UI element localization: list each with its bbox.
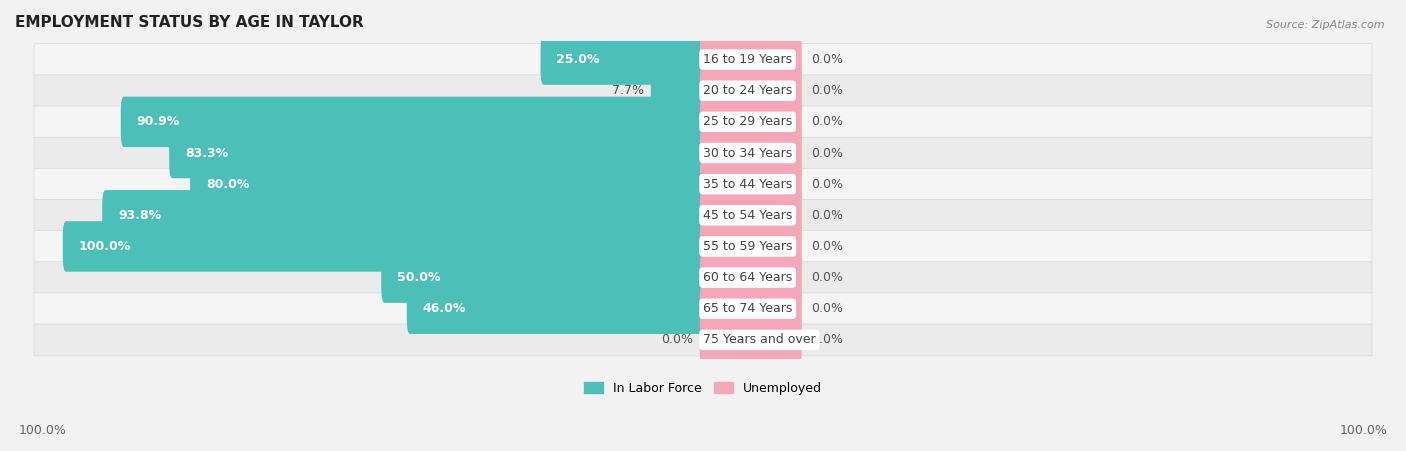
Text: 0.0%: 0.0%	[811, 84, 844, 97]
Text: 0.0%: 0.0%	[811, 302, 844, 315]
FancyBboxPatch shape	[700, 34, 801, 85]
Text: 20 to 24 Years: 20 to 24 Years	[703, 84, 792, 97]
Text: 0.0%: 0.0%	[811, 147, 844, 160]
Text: 83.3%: 83.3%	[186, 147, 228, 160]
FancyBboxPatch shape	[700, 253, 801, 303]
Text: 93.8%: 93.8%	[118, 209, 162, 222]
FancyBboxPatch shape	[700, 315, 801, 365]
Text: 100.0%: 100.0%	[79, 240, 131, 253]
FancyBboxPatch shape	[34, 324, 1372, 356]
Text: 16 to 19 Years: 16 to 19 Years	[703, 53, 792, 66]
FancyBboxPatch shape	[121, 97, 706, 147]
Text: 100.0%: 100.0%	[18, 424, 66, 437]
Text: 0.0%: 0.0%	[811, 115, 844, 129]
Text: 0.0%: 0.0%	[811, 53, 844, 66]
Text: 25.0%: 25.0%	[557, 53, 600, 66]
FancyBboxPatch shape	[406, 284, 706, 334]
FancyBboxPatch shape	[700, 65, 801, 116]
Text: 75 Years and over: 75 Years and over	[703, 333, 815, 346]
Text: 0.0%: 0.0%	[811, 240, 844, 253]
FancyBboxPatch shape	[34, 262, 1372, 294]
Text: 0.0%: 0.0%	[811, 178, 844, 191]
FancyBboxPatch shape	[700, 221, 801, 272]
Text: 90.9%: 90.9%	[136, 115, 180, 129]
Text: 65 to 74 Years: 65 to 74 Years	[703, 302, 793, 315]
Text: 50.0%: 50.0%	[398, 271, 440, 284]
FancyBboxPatch shape	[651, 65, 706, 116]
FancyBboxPatch shape	[700, 190, 801, 240]
FancyBboxPatch shape	[34, 293, 1372, 325]
FancyBboxPatch shape	[190, 159, 706, 209]
Text: 0.0%: 0.0%	[811, 333, 844, 346]
FancyBboxPatch shape	[34, 137, 1372, 169]
FancyBboxPatch shape	[700, 159, 801, 209]
Text: 80.0%: 80.0%	[207, 178, 249, 191]
FancyBboxPatch shape	[700, 97, 801, 147]
Text: 7.7%: 7.7%	[613, 84, 644, 97]
FancyBboxPatch shape	[700, 128, 801, 178]
FancyBboxPatch shape	[34, 230, 1372, 262]
FancyBboxPatch shape	[103, 190, 706, 240]
Text: 45 to 54 Years: 45 to 54 Years	[703, 209, 793, 222]
FancyBboxPatch shape	[540, 34, 706, 85]
FancyBboxPatch shape	[34, 106, 1372, 138]
FancyBboxPatch shape	[63, 221, 706, 272]
Text: 35 to 44 Years: 35 to 44 Years	[703, 178, 792, 191]
FancyBboxPatch shape	[34, 168, 1372, 200]
Text: 0.0%: 0.0%	[661, 333, 693, 346]
FancyBboxPatch shape	[34, 44, 1372, 75]
Text: 0.0%: 0.0%	[811, 209, 844, 222]
Text: 25 to 29 Years: 25 to 29 Years	[703, 115, 792, 129]
Text: 100.0%: 100.0%	[1340, 424, 1388, 437]
FancyBboxPatch shape	[169, 128, 706, 178]
Legend: In Labor Force, Unemployed: In Labor Force, Unemployed	[579, 377, 827, 400]
Text: Source: ZipAtlas.com: Source: ZipAtlas.com	[1267, 20, 1385, 30]
FancyBboxPatch shape	[34, 199, 1372, 231]
Text: 0.0%: 0.0%	[811, 271, 844, 284]
Text: 30 to 34 Years: 30 to 34 Years	[703, 147, 792, 160]
Text: 46.0%: 46.0%	[423, 302, 465, 315]
Text: 60 to 64 Years: 60 to 64 Years	[703, 271, 792, 284]
Text: 55 to 59 Years: 55 to 59 Years	[703, 240, 793, 253]
Text: EMPLOYMENT STATUS BY AGE IN TAYLOR: EMPLOYMENT STATUS BY AGE IN TAYLOR	[15, 15, 364, 30]
FancyBboxPatch shape	[700, 284, 801, 334]
FancyBboxPatch shape	[381, 253, 706, 303]
FancyBboxPatch shape	[34, 75, 1372, 106]
